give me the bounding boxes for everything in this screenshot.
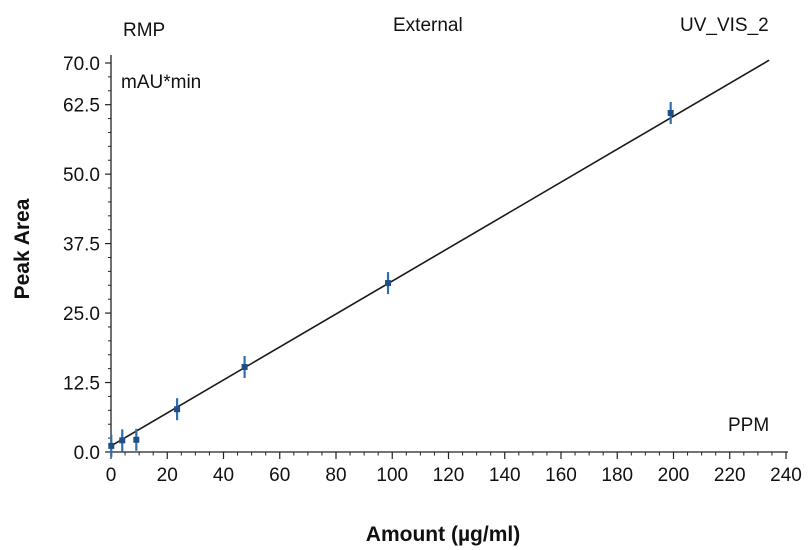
- x-tick-label: 60: [269, 465, 290, 486]
- data-point: [241, 355, 248, 378]
- x-tick-label: 220: [714, 465, 746, 486]
- data-point: [174, 398, 181, 421]
- fit-line-group: [110, 59, 770, 447]
- ppm-label: PPM: [728, 415, 769, 436]
- header-left-label: RMP: [123, 20, 166, 41]
- y-unit-label: mAU*min: [121, 72, 201, 93]
- data-point: [108, 434, 115, 457]
- data-point-marker: [667, 110, 674, 117]
- data-point-marker: [119, 437, 126, 444]
- x-tick-label: 0: [106, 465, 117, 486]
- x-tick-label: 80: [325, 465, 346, 486]
- data-points-group: [108, 102, 674, 457]
- header-right-label: UV_VIS_2: [680, 15, 769, 36]
- y-tick-label: 37.5: [63, 235, 100, 256]
- data-point-marker: [174, 406, 181, 413]
- x-tick-label: 40: [213, 465, 234, 486]
- y-tick-label: 62.5: [63, 96, 100, 117]
- axes-group: [110, 55, 788, 453]
- x-axis-title: Amount (µg/ml): [366, 523, 520, 546]
- ticks-group: 0 20 40 60 80 100 120 140 160 180 200 220 240 0.0 12.5…: [63, 54, 802, 486]
- header-center-label: External: [393, 15, 463, 36]
- y-tick-label: 12.5: [63, 374, 100, 395]
- regression-line: [110, 59, 770, 447]
- data-point-marker: [241, 363, 248, 370]
- y-tick-label: 0.0: [74, 443, 100, 464]
- x-tick-label: 200: [658, 465, 690, 486]
- data-point-marker: [133, 436, 140, 443]
- x-tick-label: 120: [433, 465, 465, 486]
- x-tick-label: 20: [157, 465, 178, 486]
- data-point-marker: [108, 442, 115, 449]
- data-point: [119, 429, 126, 452]
- x-tick-label: 140: [489, 465, 521, 486]
- x-tick-label: 160: [545, 465, 577, 486]
- y-tick-label: 70.0: [63, 54, 100, 75]
- x-tick-label: 180: [601, 465, 633, 486]
- data-point-marker: [385, 280, 392, 287]
- y-tick-label: 50.0: [63, 165, 100, 186]
- x-tick-label: 100: [376, 465, 408, 486]
- y-tick-label: 25.0: [63, 304, 100, 325]
- x-tick-label: 240: [770, 465, 802, 486]
- data-point: [667, 102, 674, 125]
- data-point: [385, 272, 392, 295]
- data-point: [133, 428, 140, 451]
- y-axis-title: Peak Area: [11, 198, 34, 299]
